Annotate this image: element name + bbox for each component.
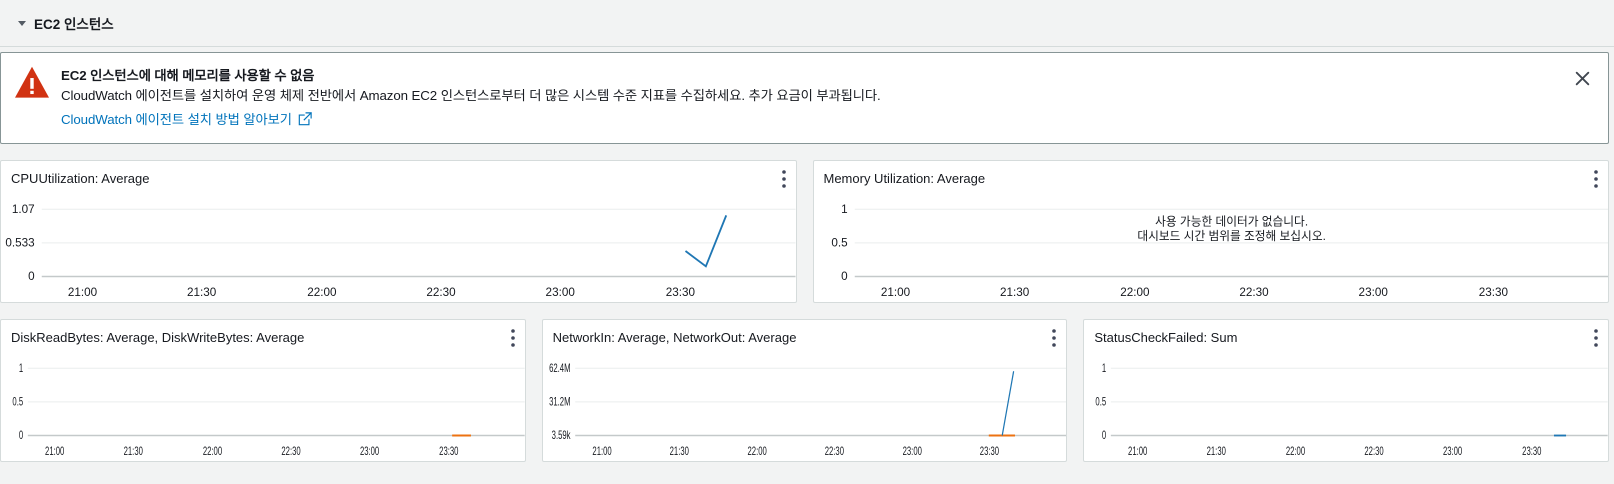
svg-text:23:00: 23:00 xyxy=(1358,286,1388,299)
svg-text:21:00: 21:00 xyxy=(68,286,98,299)
svg-text:22:00: 22:00 xyxy=(1120,286,1150,299)
svg-text:21:30: 21:30 xyxy=(1000,286,1030,299)
svg-text:22:00: 22:00 xyxy=(1286,445,1306,458)
svg-text:0: 0 xyxy=(19,430,24,443)
svg-text:3.59k: 3.59k xyxy=(551,430,570,443)
svg-text:23:30: 23:30 xyxy=(1523,445,1543,458)
svg-text:62.4M: 62.4M xyxy=(549,362,570,375)
svg-text:21:00: 21:00 xyxy=(45,445,65,458)
svg-text:22:30: 22:30 xyxy=(426,286,456,299)
svg-text:22:30: 22:30 xyxy=(1365,445,1385,458)
svg-text:0.5: 0.5 xyxy=(831,236,848,249)
svg-text:23:30: 23:30 xyxy=(1478,286,1508,299)
svg-text:0.5: 0.5 xyxy=(12,396,23,409)
svg-text:22:00: 22:00 xyxy=(307,286,337,299)
svg-text:23:30: 23:30 xyxy=(439,445,459,458)
svg-text:22:00: 22:00 xyxy=(747,445,767,458)
svg-text:21:00: 21:00 xyxy=(1128,445,1148,458)
svg-text:사용 가능한 데이터가 없습니다.: 사용 가능한 데이터가 없습니다. xyxy=(1155,216,1308,229)
svg-text:1: 1 xyxy=(841,203,848,216)
svg-text:31.2M: 31.2M xyxy=(549,396,570,409)
svg-text:21:30: 21:30 xyxy=(1207,445,1227,458)
svg-text:1.07: 1.07 xyxy=(12,203,35,216)
svg-text:23:30: 23:30 xyxy=(979,445,999,458)
svg-text:대시보드 시간 범위를 조정해 보십시오.: 대시보드 시간 범위를 조정해 보십시오. xyxy=(1137,230,1325,243)
svg-text:21:30: 21:30 xyxy=(124,445,144,458)
svg-text:0: 0 xyxy=(28,270,35,283)
svg-text:23:00: 23:00 xyxy=(546,286,576,299)
svg-text:1: 1 xyxy=(1102,362,1107,375)
svg-text:22:30: 22:30 xyxy=(824,445,844,458)
svg-text:21:30: 21:30 xyxy=(187,286,217,299)
svg-text:0.533: 0.533 xyxy=(5,236,34,249)
svg-text:23:00: 23:00 xyxy=(360,445,380,458)
svg-text:0: 0 xyxy=(1102,430,1107,443)
svg-text:22:30: 22:30 xyxy=(1239,286,1269,299)
svg-text:23:00: 23:00 xyxy=(1443,445,1463,458)
svg-text:21:00: 21:00 xyxy=(592,445,612,458)
svg-text:0.5: 0.5 xyxy=(1096,396,1107,409)
svg-text:21:30: 21:30 xyxy=(669,445,689,458)
svg-text:1: 1 xyxy=(19,362,24,375)
svg-text:22:00: 22:00 xyxy=(203,445,223,458)
svg-text:23:00: 23:00 xyxy=(902,445,922,458)
svg-text:23:30: 23:30 xyxy=(666,286,696,299)
svg-text:0: 0 xyxy=(841,270,848,283)
svg-text:21:00: 21:00 xyxy=(880,286,910,299)
svg-text:22:30: 22:30 xyxy=(281,445,301,458)
